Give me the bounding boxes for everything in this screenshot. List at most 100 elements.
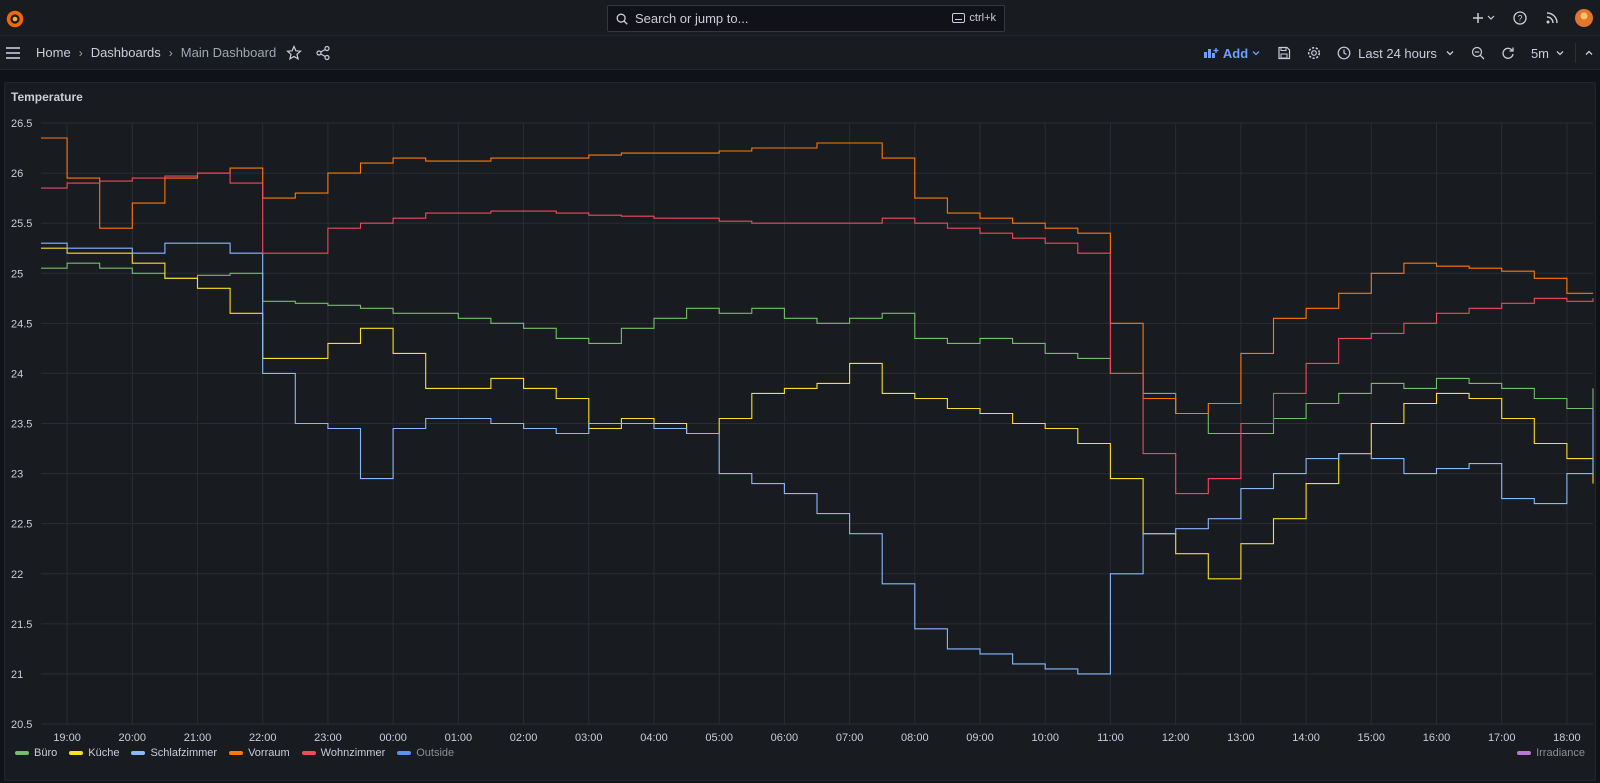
search-input[interactable]: Search or jump to... ctrl+k xyxy=(607,5,1005,32)
time-picker-button[interactable]: Last 24 hours xyxy=(1329,36,1463,70)
search-placeholder: Search or jump to... xyxy=(635,11,749,26)
legend-label: Irradiance xyxy=(1536,747,1585,759)
breadcrumb-home[interactable]: Home xyxy=(36,45,71,60)
legend-item[interactable]: Küche xyxy=(69,747,119,759)
y-tick-label: 25 xyxy=(11,268,23,280)
legend-label: Schlafzimmer xyxy=(150,747,218,759)
y-tick-label: 20.5 xyxy=(11,719,32,731)
grafana-logo-icon[interactable] xyxy=(4,8,26,30)
y-tick-label: 23.5 xyxy=(11,419,32,431)
news-button[interactable] xyxy=(1536,0,1568,36)
x-tick-label: 17:00 xyxy=(1488,732,1516,744)
chart-grid xyxy=(41,122,1593,725)
x-tick-label: 15:00 xyxy=(1358,732,1386,744)
add-panel-icon xyxy=(1203,48,1219,58)
x-tick-label: 16:00 xyxy=(1423,732,1451,744)
y-tick-label: 21.5 xyxy=(11,619,32,631)
y-axis: 20.5 21 21.5 22 22.5 23 23.5 24 24.5 25 25.5 26 26.5 xyxy=(11,118,32,731)
help-icon: ? xyxy=(1513,11,1527,25)
temperature-chart[interactable]: 20.5 21 21.5 22 22.5 23 23.5 24 24.5 25 25.5 26 26.5… xyxy=(5,83,1597,782)
breadcrumb: Home › Dashboards › Main Dashboard xyxy=(36,45,276,60)
avatar xyxy=(1575,9,1593,27)
x-tick-label: 05:00 xyxy=(705,732,733,744)
settings-button[interactable] xyxy=(1299,36,1329,70)
gear-icon xyxy=(1308,46,1321,60)
legend-item-right[interactable]: Irradiance xyxy=(1517,747,1585,759)
topbar-actions: ? xyxy=(1464,0,1600,36)
chart-legend: Büro Küche Schlafzimmer Vorraum Wohnzimmer Ou… xyxy=(15,747,454,759)
legend-swatch xyxy=(131,751,146,755)
series-line-1 xyxy=(41,247,1594,580)
breadcrumb-current: Main Dashboard xyxy=(180,45,277,60)
help-button[interactable]: ? xyxy=(1504,0,1536,36)
chevron-right-icon: › xyxy=(78,45,83,60)
breadcrumb-dashboards[interactable]: Dashboards xyxy=(90,45,161,60)
x-tick-label: 00:00 xyxy=(379,732,407,744)
legend-label: Wohnzimmer xyxy=(320,747,386,759)
x-tick-label: 04:00 xyxy=(640,732,668,744)
zoom-out-icon xyxy=(1471,46,1485,60)
legend-swatch xyxy=(69,751,84,755)
refresh-interval-picker[interactable]: 5m xyxy=(1523,36,1573,70)
legend-swatch xyxy=(229,751,244,755)
refresh-button[interactable] xyxy=(1493,36,1523,70)
series-line-0 xyxy=(41,262,1594,435)
legend-item[interactable]: Vorraum xyxy=(229,747,290,759)
x-tick-label: 11:00 xyxy=(1097,732,1124,744)
legend-label: Büro xyxy=(34,747,58,759)
legend-swatch xyxy=(15,751,29,755)
chevron-down-icon xyxy=(1252,51,1260,56)
time-range-label: Last 24 hours xyxy=(1358,45,1437,61)
chevron-up-icon xyxy=(1585,50,1593,55)
save-icon xyxy=(1278,46,1291,60)
new-menu-button[interactable] xyxy=(1464,0,1504,36)
legend-label: Outside xyxy=(416,747,455,759)
keyboard-icon xyxy=(952,13,966,23)
menu-icon[interactable] xyxy=(5,45,21,61)
x-tick-label: 10:00 xyxy=(1031,732,1059,744)
y-tick-label: 21 xyxy=(11,669,23,681)
legend-item[interactable]: Schlafzimmer xyxy=(131,747,217,759)
save-dashboard-button[interactable] xyxy=(1269,36,1299,70)
x-tick-label: 02:00 xyxy=(510,732,538,744)
zoom-out-button[interactable] xyxy=(1463,36,1493,70)
y-tick-label: 26 xyxy=(11,168,23,180)
series-line-3 xyxy=(41,137,1593,415)
x-tick-label: 08:00 xyxy=(901,732,929,744)
refresh-interval-label: 5m xyxy=(1530,45,1549,61)
y-tick-label: 25.5 xyxy=(11,218,32,230)
temperature-panel[interactable]: Temperature 20.5 21 21.5 22 22.5 23 23.5 24 24.5… xyxy=(4,82,1596,781)
search-shortcut: ctrl+k xyxy=(952,12,996,24)
star-icon[interactable] xyxy=(286,45,302,61)
chevron-down-icon xyxy=(1446,51,1454,56)
share-icon[interactable] xyxy=(315,45,331,61)
y-tick-label: 24 xyxy=(11,368,23,380)
add-button-label: Add xyxy=(1222,45,1249,61)
series-line-4 xyxy=(41,172,1594,495)
chevron-down-icon xyxy=(1556,51,1564,56)
divider xyxy=(1575,43,1576,63)
user-avatar-button[interactable] xyxy=(1568,0,1600,36)
legend-swatch xyxy=(1517,751,1532,755)
plus-icon xyxy=(1473,13,1495,23)
dashboard-controls: Add Last 24 hours 5m xyxy=(1195,36,1600,70)
x-tick-label: 21:00 xyxy=(184,732,212,744)
x-tick-label: 01:00 xyxy=(445,732,473,744)
rss-icon xyxy=(1546,12,1558,24)
add-button[interactable]: Add xyxy=(1195,36,1269,70)
legend-item[interactable]: Wohnzimmer xyxy=(301,747,386,759)
legend-item[interactable]: Büro xyxy=(15,747,57,759)
x-tick-label: 07:00 xyxy=(836,732,864,744)
legend-swatch xyxy=(397,751,412,755)
x-tick-label: 22:00 xyxy=(249,732,277,744)
x-tick-label: 23:00 xyxy=(314,732,342,744)
x-tick-label: 19:00 xyxy=(53,732,81,744)
x-tick-label: 13:00 xyxy=(1227,732,1255,744)
collapse-header-button[interactable] xyxy=(1578,36,1600,70)
legend-item[interactable]: Outside xyxy=(397,747,454,759)
y-tick-label: 24.5 xyxy=(11,318,32,330)
x-tick-label: 06:00 xyxy=(771,732,799,744)
legend-label: Küche xyxy=(88,747,120,759)
legend-label: Vorraum xyxy=(248,747,290,759)
x-tick-label: 09:00 xyxy=(966,732,994,744)
